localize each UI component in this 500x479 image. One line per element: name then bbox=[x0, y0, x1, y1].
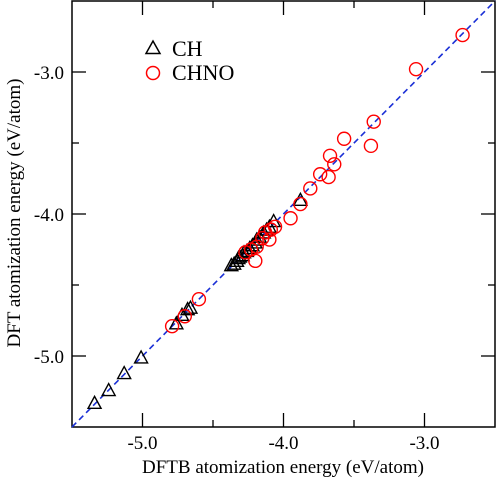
chno-circle-point bbox=[336, 131, 352, 146]
legend-label-ch: CH bbox=[172, 36, 203, 61]
y-tick-label: -4.0 bbox=[34, 205, 64, 226]
tick-labels: -5.0 -4.0 -3.0 -5.0 -4.0 -3.0 bbox=[34, 63, 440, 454]
legend: CH CHNO bbox=[144, 36, 234, 85]
ch-triangle-point bbox=[86, 394, 103, 410]
chno-circle-point bbox=[322, 148, 338, 163]
chno-circle-point bbox=[408, 61, 424, 77]
ch-triangle-point bbox=[179, 301, 196, 316]
chno-circle-point bbox=[283, 211, 298, 226]
ch-triangle-point bbox=[292, 191, 309, 207]
x-tick-label: -5.0 bbox=[127, 433, 157, 454]
legend-entry-ch: CH bbox=[144, 36, 203, 61]
chno-circle-point bbox=[177, 309, 193, 324]
x-axis-label: DFTB atomization energy (eV/atom) bbox=[142, 457, 424, 478]
chno-circle-point bbox=[164, 318, 180, 334]
legend-triangle-marker bbox=[144, 39, 162, 55]
legend-circle-marker bbox=[145, 65, 161, 81]
chno-circle-point bbox=[455, 27, 470, 43]
chno-circle-point bbox=[312, 167, 328, 182]
ch-triangle-point bbox=[116, 365, 132, 380]
ch-triangle-point bbox=[133, 349, 149, 364]
chno-circle-point bbox=[327, 157, 342, 172]
axis-ticks bbox=[72, 1, 495, 427]
ch-triangle-point bbox=[236, 244, 252, 259]
ch-triangle-point bbox=[168, 315, 185, 330]
x-tick-label: -4.0 bbox=[268, 433, 298, 454]
data-markers bbox=[86, 27, 470, 410]
reference-diagonal-line bbox=[71, 0, 496, 428]
chno-circle-point bbox=[321, 169, 336, 185]
ch-triangle-point bbox=[223, 257, 240, 272]
chno-circle-point bbox=[238, 245, 253, 260]
legend-label-chno: CHNO bbox=[172, 60, 234, 85]
chno-circle-point bbox=[262, 232, 277, 247]
chno-circle-point bbox=[363, 138, 379, 154]
chno-circle-point bbox=[366, 114, 381, 129]
y-axis-label: DFT atomization energy (eV/atom) bbox=[4, 79, 25, 348]
ch-triangle-point bbox=[100, 382, 117, 397]
y-tick-label: -3.0 bbox=[34, 63, 64, 84]
chno-circle-point bbox=[293, 196, 308, 212]
chno-circle-point bbox=[191, 292, 207, 307]
chno-circle-point bbox=[303, 181, 318, 196]
plot-area bbox=[71, 0, 496, 428]
x-tick-label: -3.0 bbox=[409, 433, 439, 454]
legend-entry-chno: CHNO bbox=[145, 60, 234, 85]
y-tick-label: -5.0 bbox=[34, 347, 64, 368]
